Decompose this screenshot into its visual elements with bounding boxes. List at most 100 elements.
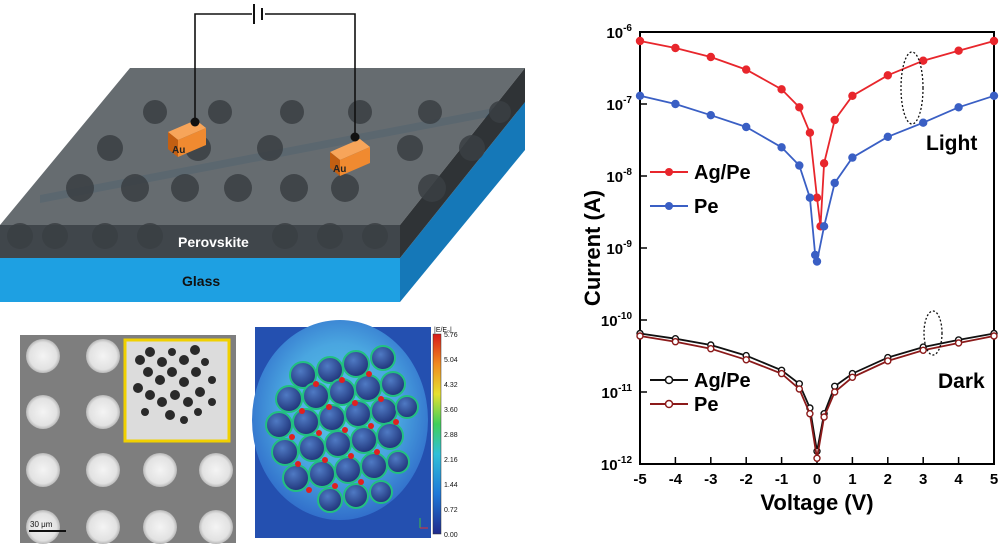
- colorbar-tick: 5.04: [444, 357, 458, 364]
- x-tick-label: -1: [775, 471, 788, 488]
- annotation-light: Light: [926, 132, 977, 155]
- data-point: [795, 161, 804, 170]
- x-tick-label: -3: [704, 471, 717, 488]
- electrode-right-label: Au: [333, 164, 346, 175]
- data-point: [635, 91, 645, 101]
- y-tick-label: 10-10: [601, 311, 633, 330]
- x-tick-label: 1: [848, 471, 856, 488]
- x-tick-label: -2: [740, 471, 753, 488]
- x-tick-label: 5: [990, 471, 998, 488]
- data-point: [830, 115, 839, 125]
- data-point: [954, 46, 963, 55]
- dark-annotation-ellipse: [923, 310, 943, 356]
- colorbar-tick: 2.88: [444, 432, 458, 439]
- series-line: [639, 40, 995, 227]
- data-point: [813, 454, 821, 462]
- data-point: [671, 338, 680, 346]
- colorbar-ticks: 5.76 5.04 4.32 3.60 2.88 2.16 1.44 0.72 …: [444, 332, 458, 539]
- colorbar: [432, 333, 442, 535]
- axis-ticks: -5 -4 -3 -2 -1 0 1 2 3 4 5 10-12 10-11 10-10 10-9 10-8 1…: [601, 23, 998, 488]
- colorbar-tick: 0.00: [444, 532, 458, 539]
- data-point: [805, 128, 815, 137]
- data-point: [848, 373, 857, 381]
- field-map: |E/E₀| 5.76 5.04 4.32 3.60 2.88 2.16 1.4…: [252, 320, 458, 539]
- colorbar-tick: 5.76: [444, 332, 458, 339]
- data-point: [830, 178, 839, 188]
- data-point: [671, 99, 680, 109]
- colorbar-tick: 1.44: [444, 482, 458, 489]
- iv-chart: -5 -4 -3 -2 -1 0 1 2 3 4 5 10-12 10-11 10-10 10-9 10-8 1…: [580, 23, 999, 515]
- data-point: [884, 357, 892, 365]
- data-point: [954, 339, 963, 347]
- x-tick-label: 0: [813, 471, 821, 488]
- data-point: [805, 193, 815, 202]
- x-tick-label: 4: [954, 471, 963, 488]
- colorbar-tick: 0.72: [444, 507, 458, 514]
- y-axis-label: Current (A): [580, 190, 605, 306]
- data-point: [831, 388, 839, 396]
- glass-label: Glass: [182, 273, 220, 289]
- electrode-right: Au: [330, 139, 370, 176]
- contact-point-left: [190, 117, 200, 127]
- data-point: [812, 257, 822, 266]
- legend-label: Pe: [694, 394, 718, 416]
- legend-label: Ag/Pe: [694, 370, 751, 392]
- legend-marker: [665, 202, 673, 210]
- series-layer: [635, 36, 999, 462]
- device-schematic: Au Au Perovskite Glass: [0, 4, 525, 302]
- data-point: [671, 43, 680, 53]
- field-hotspots: [289, 371, 399, 493]
- contact-point-right: [350, 132, 360, 142]
- data-point: [819, 222, 829, 231]
- legend-marker: [665, 168, 673, 176]
- legend-label: Pe: [694, 196, 718, 218]
- data-point: [954, 103, 963, 112]
- field-map-spheres: [265, 345, 419, 513]
- tem-inset-particles: [133, 345, 216, 424]
- data-point: [806, 410, 814, 418]
- legend-dark: Ag/Pe Pe: [650, 370, 751, 416]
- circuit-wire: [194, 4, 356, 135]
- data-point: [919, 118, 928, 127]
- y-tick-label: 10-9: [606, 239, 632, 258]
- data-point: [919, 56, 928, 65]
- electrode-left-label: Au: [172, 145, 185, 156]
- data-point: [635, 36, 645, 46]
- annotation-dark: Dark: [938, 370, 985, 393]
- data-point: [777, 143, 786, 152]
- x-tick-label: 3: [919, 471, 927, 488]
- data-point: [990, 332, 998, 340]
- data-point: [777, 369, 786, 378]
- data-point: [883, 132, 892, 142]
- y-tick-label: 10-7: [606, 95, 632, 114]
- x-tick-label: -5: [633, 471, 646, 488]
- colorbar-title: |E/E₀|: [434, 327, 452, 334]
- data-point: [706, 52, 715, 62]
- data-point: [989, 91, 999, 101]
- data-point: [742, 356, 750, 364]
- legend-marker: [664, 399, 674, 409]
- data-point: [706, 110, 715, 120]
- data-point: [795, 103, 804, 112]
- y-tick-label: 10-12: [601, 455, 633, 474]
- colorbar-tick: 3.60: [444, 407, 458, 414]
- y-tick-label: 10-11: [601, 383, 632, 402]
- data-point: [883, 71, 892, 80]
- x-tick-label: 2: [884, 471, 892, 488]
- data-point: [707, 345, 715, 353]
- x-tick-label: -4: [669, 471, 683, 488]
- legend-light: Ag/Pe Pe: [650, 162, 751, 218]
- data-point: [819, 159, 829, 168]
- electrode-left: Au: [168, 120, 206, 157]
- nanoparticle-array: [7, 100, 511, 249]
- colorbar-tick: 4.32: [444, 382, 458, 389]
- data-point: [742, 122, 751, 132]
- colorbar-tick: 2.16: [444, 457, 458, 464]
- y-tick-label: 10-8: [606, 167, 632, 186]
- data-point: [820, 413, 828, 421]
- light-annotation-ellipse: [900, 51, 924, 125]
- glass-layer-front: [0, 258, 400, 302]
- data-point: [848, 153, 857, 162]
- data-point: [989, 36, 999, 46]
